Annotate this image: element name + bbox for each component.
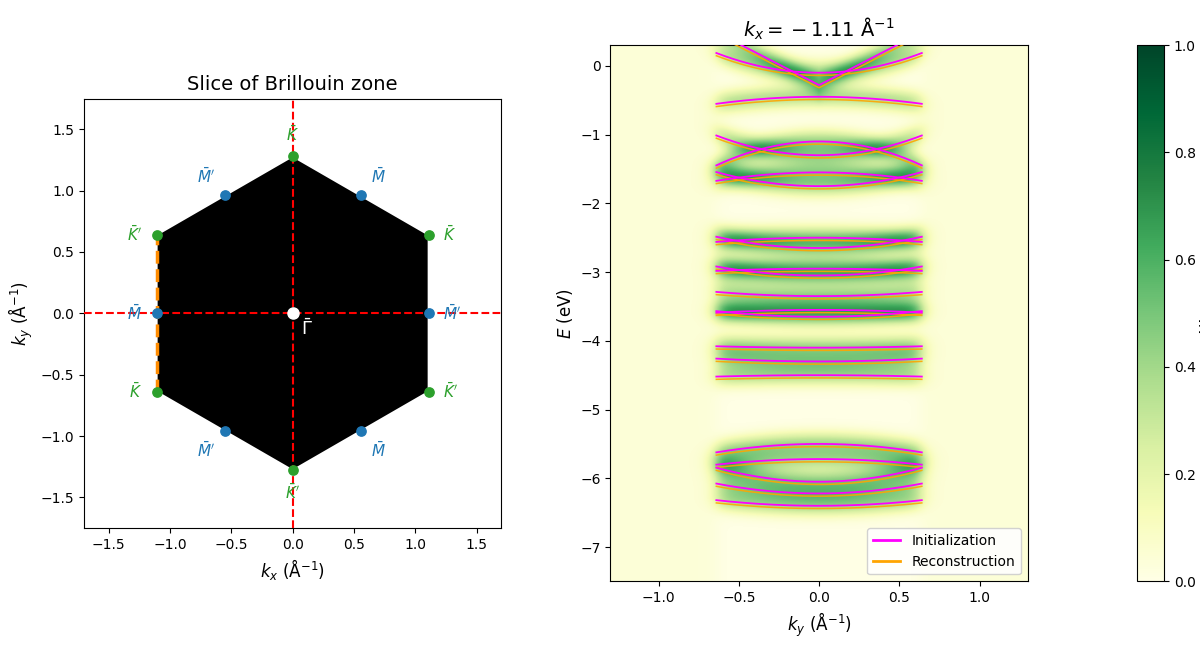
- Point: [352, 426, 371, 436]
- Text: $\bar{M}'$: $\bar{M}'$: [197, 167, 215, 185]
- Text: $\bar{M}$: $\bar{M}$: [371, 441, 385, 460]
- Point: [352, 191, 371, 201]
- Point: [215, 191, 234, 201]
- Point: [419, 308, 438, 318]
- Text: $\bar{K}$: $\bar{K}$: [128, 382, 142, 401]
- Y-axis label: $k_y$ (Å$^{-1}$): $k_y$ (Å$^{-1}$): [7, 281, 35, 346]
- Point: [146, 387, 166, 397]
- X-axis label: $k_y$ (Å$^{-1}$): $k_y$ (Å$^{-1}$): [786, 610, 852, 639]
- Text: $\bar{K}$: $\bar{K}$: [444, 225, 456, 244]
- Text: $\bar{M}'$: $\bar{M}'$: [444, 304, 462, 323]
- Text: $\bar{K}$: $\bar{K}$: [286, 125, 299, 144]
- Text: $\bar{\Gamma}$: $\bar{\Gamma}$: [301, 318, 313, 339]
- Text: $\bar{K}'$: $\bar{K}'$: [444, 382, 458, 401]
- Text: $\bar{M}$: $\bar{M}$: [371, 167, 385, 185]
- X-axis label: $k_x$ (Å$^{-1}$): $k_x$ (Å$^{-1}$): [260, 557, 325, 582]
- Point: [283, 151, 302, 162]
- Title: Slice of Brillouin zone: Slice of Brillouin zone: [187, 75, 398, 94]
- Y-axis label: $E$ (eV): $E$ (eV): [554, 288, 575, 339]
- Text: $\bar{K}'$: $\bar{K}'$: [127, 225, 142, 244]
- Point: [146, 229, 166, 240]
- Point: [146, 308, 166, 318]
- Legend: Initialization, Reconstruction: Initialization, Reconstruction: [868, 528, 1021, 574]
- Title: $k_x = -1.11$ Å$^{-1}$: $k_x = -1.11$ Å$^{-1}$: [743, 16, 895, 42]
- Text: $\bar{K}'$: $\bar{K}'$: [286, 483, 300, 502]
- Point: [215, 426, 234, 436]
- Point: [419, 229, 438, 240]
- Y-axis label: $I/I_{max}$: $I/I_{max}$: [1199, 290, 1200, 337]
- Point: [283, 465, 302, 475]
- Text: $\bar{M}'$: $\bar{M}'$: [197, 441, 215, 460]
- Text: $\bar{M}$: $\bar{M}$: [127, 304, 142, 323]
- Point: [419, 387, 438, 397]
- Polygon shape: [156, 156, 428, 470]
